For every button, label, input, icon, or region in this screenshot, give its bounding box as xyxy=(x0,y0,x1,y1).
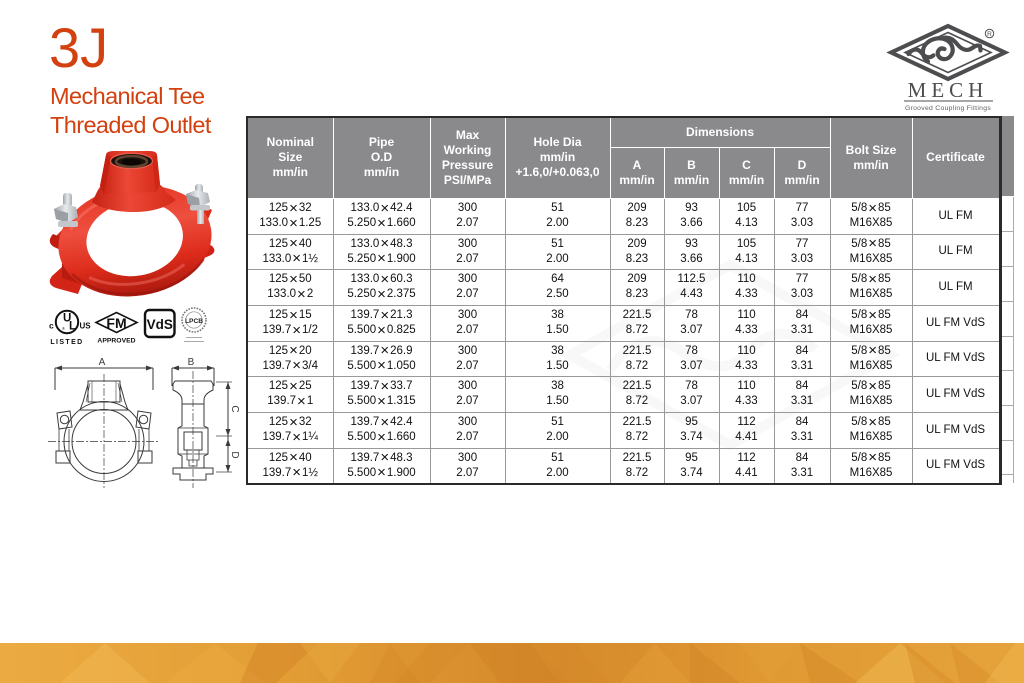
svg-text:C: C xyxy=(229,405,240,412)
svg-text:U: U xyxy=(63,313,71,325)
svg-text:MECH: MECH xyxy=(908,78,989,102)
svg-text:APPROVED: APPROVED xyxy=(97,338,135,345)
svg-text:VdS: VdS xyxy=(147,317,173,332)
svg-text:FM: FM xyxy=(106,315,126,331)
svg-text:L: L xyxy=(69,321,76,333)
svg-text:LISTED: LISTED xyxy=(50,339,83,346)
svg-text:Grooved Coupling Fittings: Grooved Coupling Fittings xyxy=(905,105,991,112)
svg-text:A: A xyxy=(99,357,106,368)
svg-text:®: ® xyxy=(62,326,65,331)
svg-text:c: c xyxy=(49,321,54,331)
svg-text:D: D xyxy=(229,451,240,458)
svg-text:US: US xyxy=(80,322,92,331)
svg-text:LPCB: LPCB xyxy=(185,318,203,325)
svg-text:B: B xyxy=(188,357,195,368)
svg-text:R: R xyxy=(987,31,992,38)
